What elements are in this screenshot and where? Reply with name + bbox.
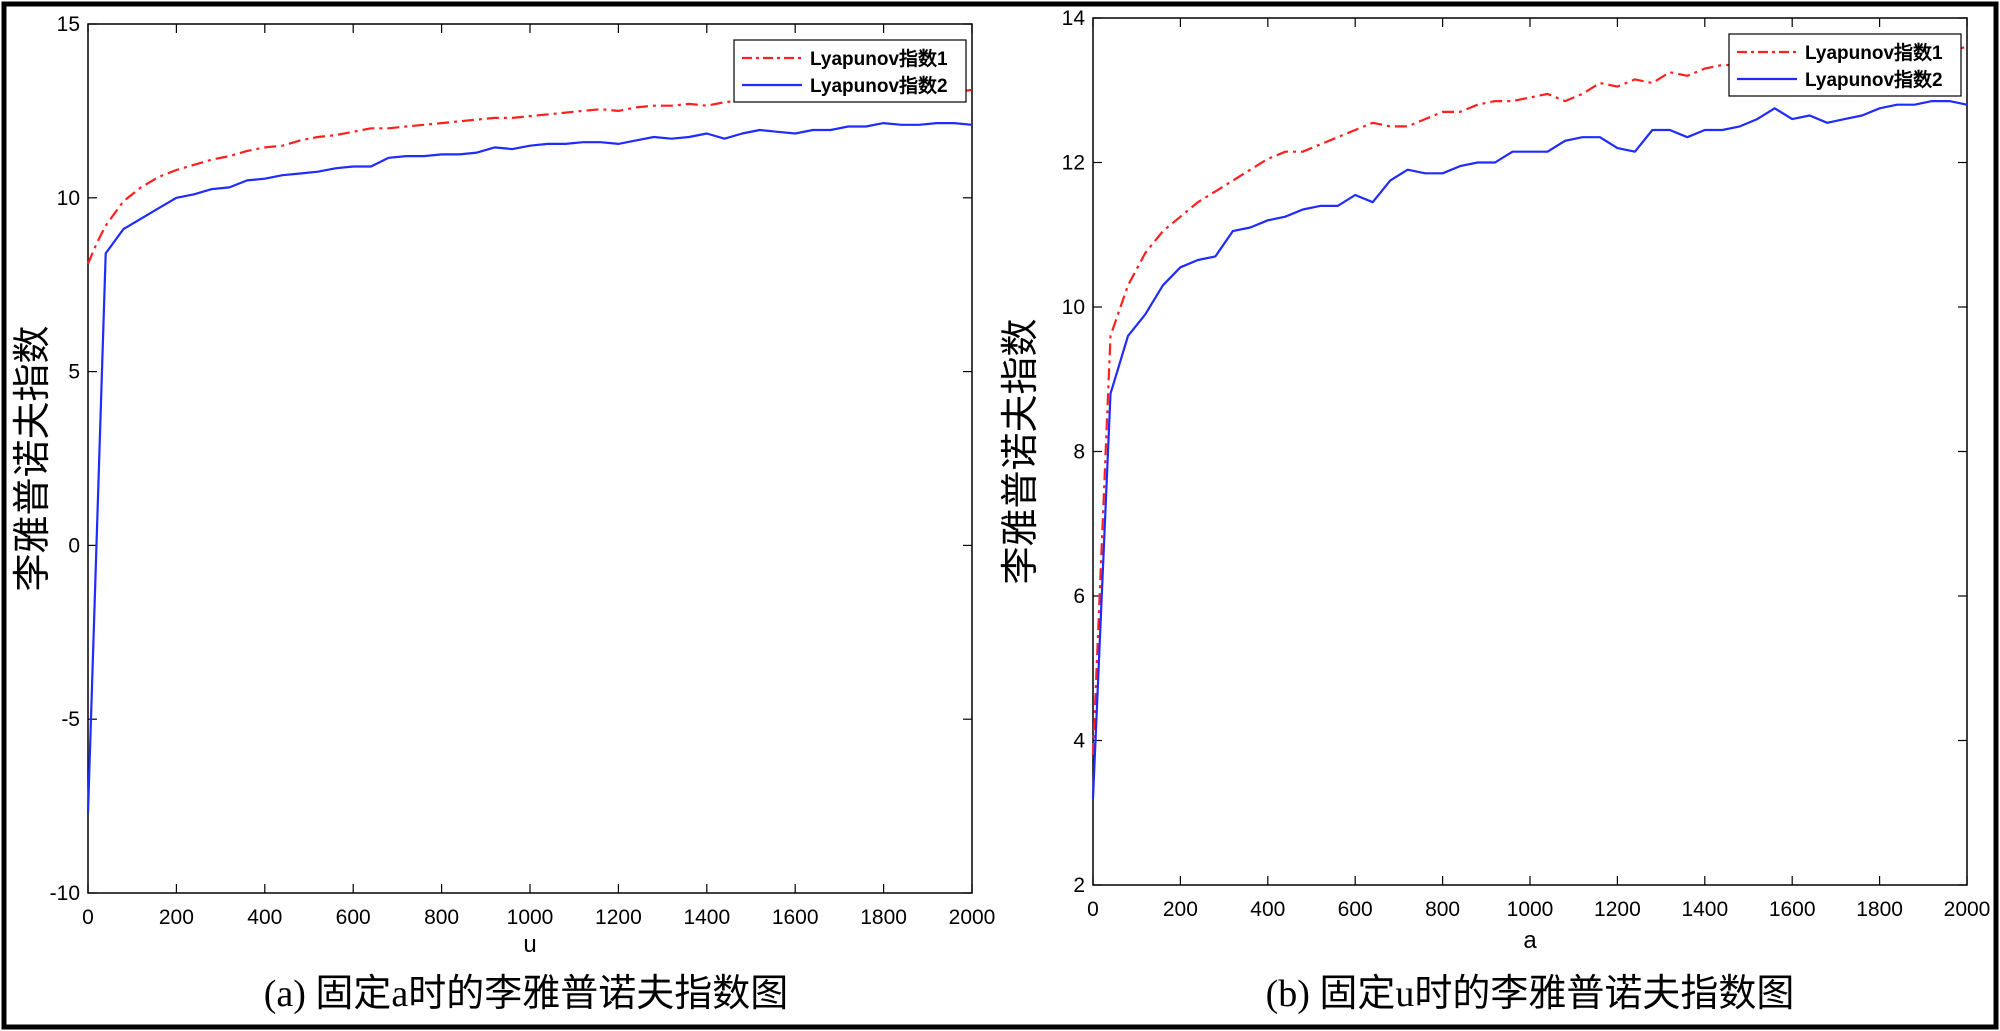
- chart-a: 0 200 400 600 800 1000 1200 1400 1600 1800 2000 -10…: [10, 13, 995, 1015]
- x-tick-label: 1400: [1681, 898, 1728, 921]
- panel-caption: (b) 固定u时的李雅普诺夫指数图: [1266, 973, 1795, 1015]
- x-tick-label: 400: [1250, 898, 1285, 921]
- x-tick-label: 200: [159, 906, 194, 929]
- y-tick-label: 12: [1062, 152, 1085, 175]
- legend-label-1: Lyapunov指数1: [1805, 41, 1943, 64]
- x-tick-label: 800: [1425, 898, 1460, 921]
- series-line-2: [1091, 99, 1968, 799]
- x-tick-label: 1600: [772, 906, 819, 929]
- legend: Lyapunov指数1 Lyapunov指数2: [1728, 33, 1962, 97]
- x-tick-label: 0: [82, 906, 94, 929]
- x-tick-label: 2000: [1944, 898, 1991, 921]
- y-tick-label: 15: [57, 13, 80, 36]
- legend-box: [733, 39, 967, 103]
- x-tick-label: 1200: [1594, 898, 1641, 921]
- y-tick-label: 6: [1073, 585, 1085, 608]
- y-tick-label: 10: [57, 187, 80, 210]
- x-tick-label: 1400: [683, 906, 730, 929]
- x-tick-label: 1000: [1507, 898, 1554, 921]
- x-tick-label: 200: [1163, 898, 1198, 921]
- plot-area: [1092, 17, 1968, 886]
- legend-label-2: Lyapunov指数2: [1805, 68, 1943, 91]
- plot-area: [87, 23, 973, 894]
- x-tick-label: 400: [247, 906, 282, 929]
- panel-caption: (a) 固定a时的李雅普诺夫指数图: [264, 973, 789, 1015]
- y-tick-label: 5: [68, 361, 80, 384]
- x-tick-label: 1000: [507, 906, 554, 929]
- x-tick-label: 800: [424, 906, 459, 929]
- y-tick-label: 2: [1073, 874, 1085, 897]
- y-axis-label: 李雅普诺夫指数: [998, 318, 1042, 584]
- x-tick-label: 1800: [860, 906, 907, 929]
- x-tick-label: 1600: [1769, 898, 1816, 921]
- series-line-1: [1091, 45, 1968, 756]
- legend: Lyapunov指数1 Lyapunov指数2: [733, 39, 967, 103]
- y-tick-label: -10: [50, 882, 80, 905]
- y-axis-label: 李雅普诺夫指数: [10, 325, 54, 591]
- y-tick-label: 10: [1062, 296, 1085, 319]
- chart-b: 0 200 400 600 800 1000 1200 1400 1600 1800 2000 2 4 6…: [998, 7, 1990, 1015]
- series-line-2: [86, 121, 973, 814]
- x-tick-label: 0: [1087, 898, 1099, 921]
- y-tick-label: 4: [1073, 730, 1085, 753]
- x-tick-label: 600: [1338, 898, 1373, 921]
- legend-label-2: Lyapunov指数2: [810, 74, 948, 97]
- x-tick-label: 1800: [1856, 898, 1903, 921]
- x-tick-label: 1200: [595, 906, 642, 929]
- y-tick-label: -5: [61, 708, 80, 731]
- legend-box: [1728, 33, 1962, 97]
- y-tick-label: 8: [1073, 441, 1085, 464]
- x-axis-label: u: [523, 931, 536, 958]
- legend-label-1: Lyapunov指数1: [810, 47, 948, 70]
- x-axis-label: a: [1523, 927, 1537, 954]
- x-tick-label: 600: [336, 906, 371, 929]
- y-tick-label: 0: [68, 534, 80, 557]
- x-tick-label: 2000: [949, 906, 996, 929]
- y-tick-label: 14: [1062, 7, 1086, 30]
